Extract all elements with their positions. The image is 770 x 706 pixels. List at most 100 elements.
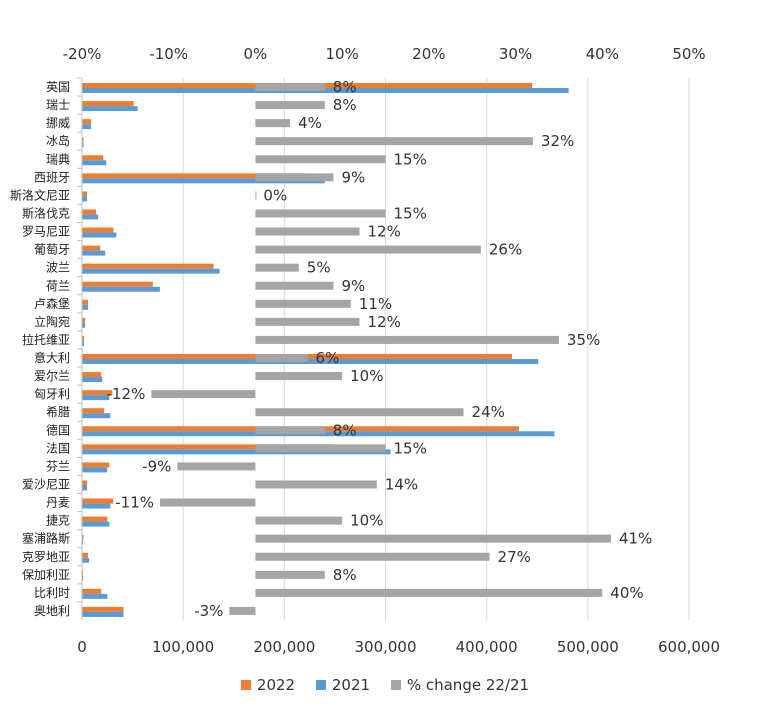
category-label: 波兰	[46, 261, 70, 275]
bar-2021	[82, 304, 89, 310]
bar-2021	[82, 196, 88, 202]
pct-data-label: 15%	[394, 205, 427, 223]
bar-2021	[82, 88, 569, 93]
bar-2022	[82, 263, 214, 269]
bar-2021	[82, 214, 99, 220]
bar-2022	[82, 317, 86, 323]
pct-data-label: 15%	[394, 439, 427, 457]
x-bottom-tick-label: 200,000	[253, 638, 315, 656]
pct-data-label: 8%	[333, 96, 357, 114]
bar-2021	[82, 413, 111, 419]
bar-2021	[82, 521, 110, 527]
category-label: 爱沙尼亚	[22, 478, 70, 492]
bar-pct-change	[255, 173, 334, 182]
bar-pct-change	[229, 606, 256, 615]
bar-2021	[82, 539, 84, 545]
category-label: 立陶宛	[34, 314, 70, 329]
pct-data-label: 27%	[498, 548, 531, 566]
category-label: 芬兰	[46, 459, 70, 473]
bar-2022	[82, 480, 88, 486]
pct-data-label: 10%	[350, 367, 383, 385]
bar-2022	[82, 245, 101, 251]
category-label: 罗马尼亚	[22, 225, 70, 239]
category-label: 卢森堡	[34, 296, 70, 311]
x-top-tick-label: 50%	[672, 45, 705, 63]
bar-2022	[82, 372, 102, 378]
category-label: 比利时	[34, 586, 70, 600]
bar-2021	[82, 449, 391, 455]
x-top-tick-label: 20%	[412, 45, 445, 63]
legend-swatch-pct-change	[390, 680, 401, 690]
x-bottom-tick-label: 0	[77, 638, 87, 656]
bar-2022	[82, 155, 104, 161]
bar-2021	[82, 142, 84, 148]
bar-pct-change	[255, 480, 377, 489]
bar-pct-change	[255, 534, 611, 543]
bar-2021	[82, 286, 160, 292]
category-label: 爱尔兰	[34, 368, 70, 383]
category-label: 斯洛伐克	[22, 206, 70, 221]
bar-2022	[82, 209, 97, 215]
data-labels: 8%8%4%32%15%9%0%15%12%26%5%9%11%12%35%6%…	[107, 78, 653, 620]
bar-pct-change	[255, 426, 325, 435]
pct-data-label: 0%	[263, 186, 287, 204]
bar-2021	[82, 178, 325, 184]
bar-2021	[82, 593, 108, 599]
bar-pct-change	[151, 390, 256, 399]
pct-data-label: 35%	[567, 331, 600, 349]
bar-pct-change	[160, 498, 256, 507]
category-label: 挪威	[46, 116, 70, 130]
bar-pct-change	[255, 588, 603, 597]
x-top-tick-label: 10%	[325, 45, 358, 63]
pct-data-label: 11%	[359, 295, 392, 313]
pct-data-label: 8%	[333, 421, 357, 439]
category-label: 葡萄牙	[34, 243, 70, 257]
bar-pct-change	[255, 155, 386, 164]
bar-2022	[82, 408, 105, 414]
pct-data-label: -11%	[115, 494, 154, 512]
pct-data-label: 10%	[350, 512, 383, 530]
bar-2021	[82, 106, 138, 112]
pct-data-label: 32%	[541, 132, 574, 150]
pct-data-label: 8%	[333, 78, 357, 96]
category-label: 英国	[46, 80, 70, 94]
bar-2022	[82, 516, 108, 522]
pct-data-label: 12%	[367, 313, 400, 331]
category-label: 斯洛文尼亚	[10, 187, 70, 202]
axes: 0 100,000 200,000 300,000 400,000 500,000 600,…	[10, 45, 720, 656]
category-label: 法国	[46, 441, 70, 455]
bar-2022	[82, 101, 134, 107]
x-top-tick-label: 0%	[244, 45, 268, 63]
bar-pct-change	[255, 317, 360, 326]
category-label: 冰岛	[46, 133, 70, 148]
category-label: 德国	[46, 422, 70, 437]
bar-2022	[82, 227, 114, 233]
pct-data-label: 4%	[298, 114, 322, 132]
legend: 2022 2021 % change 22/21	[0, 676, 770, 694]
pct-data-label: -9%	[142, 457, 171, 475]
bars	[82, 83, 611, 617]
bar-pct-change	[255, 263, 299, 272]
bar-2022	[82, 462, 110, 468]
pct-data-label: -12%	[107, 385, 146, 403]
bar-2022	[82, 299, 89, 305]
category-label: 荷兰	[46, 279, 70, 293]
bar-2021	[82, 340, 85, 346]
x-bottom-tick-label: 400,000	[456, 638, 518, 656]
x-bottom-tick-label: 500,000	[557, 638, 619, 656]
bar-2022	[82, 534, 84, 540]
bar-pct-change	[255, 83, 325, 91]
bar-2021	[82, 160, 107, 166]
category-label: 西班牙	[34, 170, 70, 184]
bar-pct-change	[255, 299, 351, 308]
x-top-tick-label: -20%	[63, 45, 102, 63]
category-label: 意大利	[34, 350, 70, 365]
pct-data-label: 26%	[489, 241, 522, 259]
bar-2022	[82, 335, 85, 341]
pct-data-label: 24%	[472, 403, 505, 421]
bar-2021	[82, 611, 124, 617]
bar-2022	[82, 191, 88, 197]
legend-swatch-2021	[315, 680, 326, 690]
bar-2021	[82, 485, 88, 491]
